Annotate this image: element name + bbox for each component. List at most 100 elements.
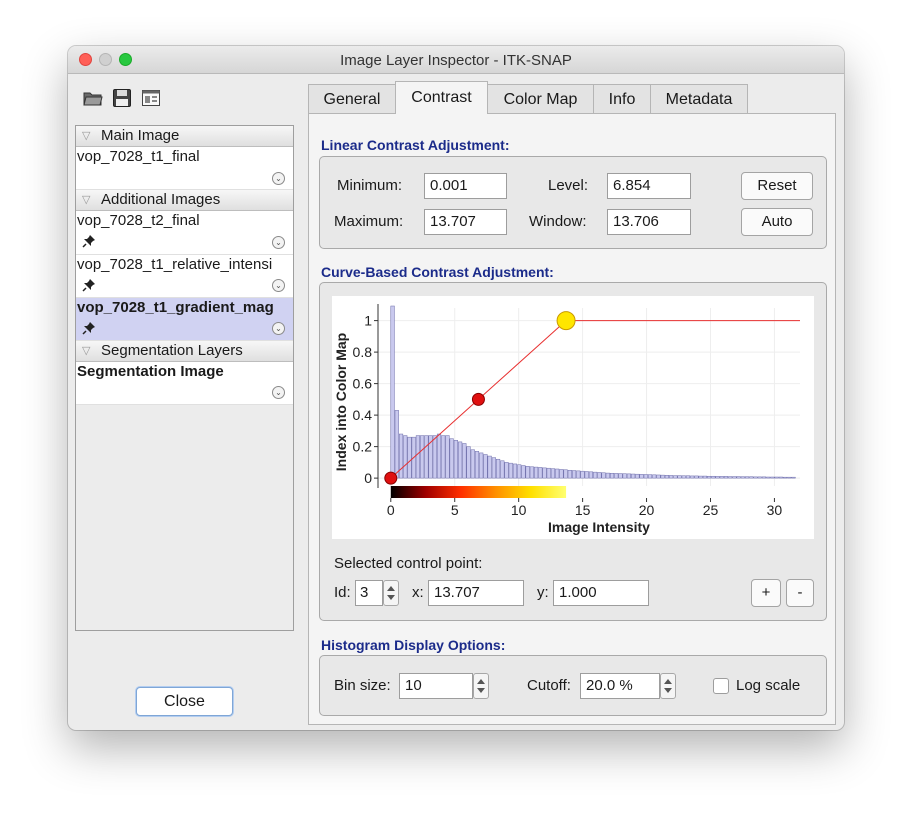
reset-button[interactable]: Reset <box>741 172 813 200</box>
contrast-panel: Linear Contrast Adjustment: Minimum: 0.0… <box>308 113 836 725</box>
linear-contrast-group: Minimum: 0.001 Level: 6.854 Reset Maximu… <box>319 156 827 249</box>
histogram-bar <box>652 474 657 479</box>
remove-point-button[interactable]: - <box>786 579 814 607</box>
window-field[interactable]: 13.706 <box>607 209 691 235</box>
log-scale-checkbox[interactable] <box>713 678 729 694</box>
histogram-bar <box>428 435 433 479</box>
histogram-bar <box>757 476 762 479</box>
histogram-bar <box>719 476 724 479</box>
y-tick-label: 0.6 <box>353 376 373 392</box>
spin-down-icon[interactable] <box>664 688 672 693</box>
histogram-bar <box>474 451 480 479</box>
y-field[interactable]: 1.000 <box>553 580 649 606</box>
chevron-down-icon[interactable]: ⌄ <box>272 172 285 185</box>
add-point-button[interactable]: + <box>751 579 781 607</box>
layer-item-t1-gradient-mag[interactable]: vop_7028_t1_gradient_mag ⌄ <box>76 298 293 341</box>
histogram-bar <box>415 435 420 479</box>
title-bar: Image Layer Inspector - ITK-SNAP <box>68 46 844 74</box>
auto-button[interactable]: Auto <box>741 208 813 236</box>
chevron-down-icon[interactable]: ⌄ <box>272 236 285 249</box>
group-label: Main Image <box>101 127 180 144</box>
x-label: x: <box>412 584 424 601</box>
pin-icon[interactable] <box>82 278 96 292</box>
log-scale-label: Log scale <box>736 677 801 694</box>
window-zoom-button[interactable] <box>119 53 132 66</box>
layer-item-t1-relative-intensity[interactable]: vop_7028_t1_relative_intensi ⌄ <box>76 255 293 298</box>
window-close-button[interactable] <box>79 53 92 66</box>
control-point[interactable] <box>384 471 398 485</box>
histogram-bar <box>559 469 564 479</box>
tab-contrast[interactable]: Contrast <box>395 81 488 114</box>
chevron-down-icon[interactable]: ⌄ <box>272 386 285 399</box>
tab-color-map[interactable]: Color Map <box>487 84 594 113</box>
selected-control-point[interactable] <box>556 311 576 331</box>
histogram-bar <box>622 473 627 479</box>
close-button[interactable]: Close <box>136 687 233 716</box>
group-header-main-image[interactable]: ▽ Main Image <box>76 126 293 147</box>
control-point[interactable] <box>471 392 485 406</box>
cutoff-spinner[interactable] <box>660 673 676 699</box>
layout-icon[interactable] <box>141 88 161 108</box>
spin-down-icon[interactable] <box>477 688 485 693</box>
histogram-bar <box>639 474 644 479</box>
layer-item-segmentation-image[interactable]: Segmentation Image ⌄ <box>76 362 293 405</box>
histogram-bar <box>656 474 661 479</box>
spin-up-icon[interactable] <box>387 586 395 591</box>
histogram-bar <box>580 470 585 479</box>
histogram-bar <box>521 465 526 479</box>
histogram-bar <box>601 472 606 479</box>
x-tick-label: 10 <box>511 502 527 518</box>
chevron-down-icon[interactable]: ⌄ <box>272 279 285 292</box>
group-header-segmentation-layers[interactable]: ▽ Segmentation Layers <box>76 341 293 362</box>
histogram-bar <box>449 438 454 479</box>
y-tick-label: 0.8 <box>353 344 373 360</box>
bin-size-spinner[interactable] <box>473 673 489 699</box>
chevron-down-icon[interactable]: ⌄ <box>272 322 285 335</box>
spin-up-icon[interactable] <box>664 679 672 684</box>
level-field[interactable]: 6.854 <box>607 173 691 199</box>
histogram-bar <box>749 476 754 479</box>
histogram-bar <box>698 475 703 479</box>
bin-size-label: Bin size: <box>334 677 391 694</box>
minimum-field[interactable]: 0.001 <box>424 173 507 199</box>
histogram-bar <box>681 475 686 479</box>
id-spinner[interactable] <box>383 580 399 606</box>
contrast-curve-chart[interactable]: 0 5 10 15 20 25 30 0 0.2 0.4 0.6 0.8 1 Image Intensit… <box>332 296 814 539</box>
histogram-bar <box>508 462 513 479</box>
group-header-additional-images[interactable]: ▽ Additional Images <box>76 190 293 211</box>
spin-down-icon[interactable] <box>387 595 395 600</box>
histogram-bar <box>529 466 534 479</box>
tab-info[interactable]: Info <box>593 84 651 113</box>
cutoff-field[interactable]: 20.0 % <box>580 673 660 699</box>
save-disk-icon[interactable] <box>112 88 132 108</box>
selected-control-point-label: Selected control point: <box>334 555 483 572</box>
window-minimize-button[interactable] <box>99 53 112 66</box>
group-label: Additional Images <box>101 191 221 208</box>
x-axis-label: Image Intensity <box>548 519 650 535</box>
histogram-bar <box>791 476 796 479</box>
layer-name: vop_7028_t2_final <box>77 212 200 229</box>
histogram-bar <box>512 463 518 479</box>
spin-up-icon[interactable] <box>477 679 485 684</box>
layer-item-t1-final[interactable]: vop_7028_t1_final ⌄ <box>76 147 293 190</box>
histogram-bar <box>715 476 720 479</box>
x-field[interactable]: 13.707 <box>428 580 524 606</box>
histogram-bar <box>614 473 619 479</box>
contrast-curve-plot[interactable]: 0 5 10 15 20 25 30 0 0.2 0.4 0.6 0.8 1 Image Intensit… <box>332 296 814 539</box>
histogram-bar <box>673 475 678 479</box>
id-field[interactable]: 3 <box>355 580 383 606</box>
tab-metadata[interactable]: Metadata <box>650 84 748 113</box>
histogram-bar <box>782 476 788 479</box>
layer-item-t2-final[interactable]: vop_7028_t2_final ⌄ <box>76 211 293 255</box>
histogram-bar <box>546 467 551 479</box>
maximum-field[interactable]: 13.707 <box>424 209 507 235</box>
histogram-bar <box>707 475 712 479</box>
pin-icon[interactable] <box>82 234 96 248</box>
pin-icon[interactable] <box>82 321 96 335</box>
bin-size-field[interactable]: 10 <box>399 673 473 699</box>
histogram-bar <box>631 473 636 479</box>
open-folder-icon[interactable] <box>83 88 103 108</box>
histogram-bar <box>525 466 530 479</box>
histogram-bar <box>740 476 745 479</box>
tab-general[interactable]: General <box>308 84 396 113</box>
